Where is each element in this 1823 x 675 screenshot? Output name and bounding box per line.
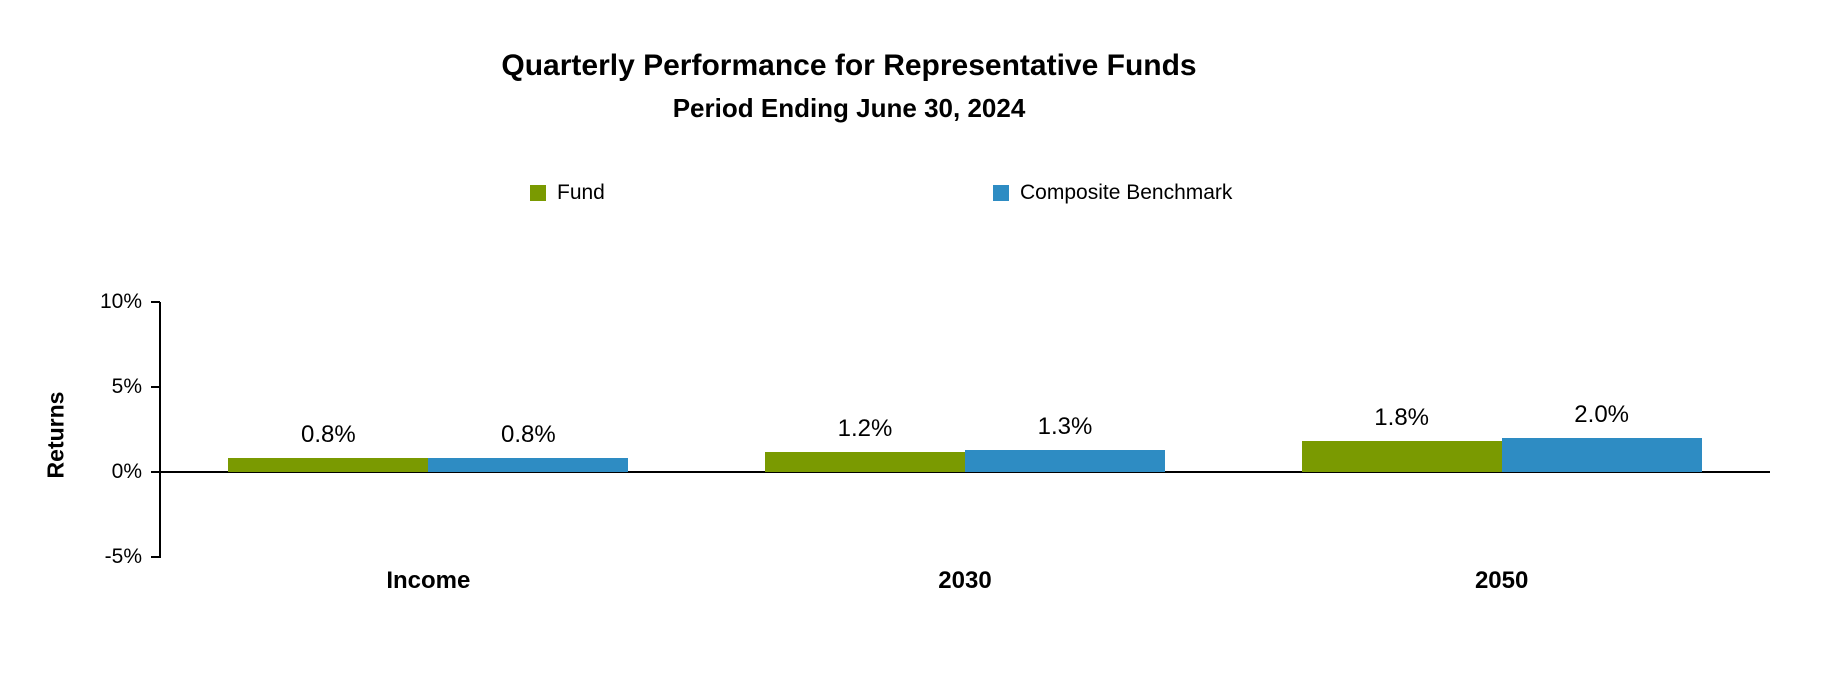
category-label-2050: 2050	[1474, 567, 1529, 594]
value-label-fund-2030: 1.2%	[837, 415, 893, 442]
legend-label-fund: Fund	[557, 181, 605, 204]
value-label-composite-benchmark-2050: 2.0%	[1574, 401, 1629, 428]
legend-item-composite-benchmark: Composite Benchmark	[993, 181, 1232, 205]
y-tick-mark-5	[151, 556, 160, 558]
category-label-income: Income	[386, 567, 471, 594]
legend-label-composite-benchmark: Composite Benchmark	[1020, 181, 1233, 204]
legend-swatch-composite-benchmark	[993, 185, 1009, 201]
y-tick-label-5: -5%	[104, 545, 142, 568]
bar-composite-benchmark-income	[428, 458, 629, 472]
value-label-composite-benchmark-income: 0.8%	[500, 421, 556, 448]
legend-swatch-fund	[530, 185, 546, 201]
y-tick-mark-10	[151, 301, 160, 303]
legend-item-fund: Fund	[530, 181, 605, 205]
y-tick-mark-5	[151, 386, 160, 388]
y-tick-label-10: 10%	[99, 290, 142, 313]
value-label-fund-income: 0.8%	[300, 421, 356, 448]
zero-baseline	[160, 471, 1770, 473]
bar-fund-income	[228, 458, 429, 472]
y-tick-label-0: 0%	[111, 460, 142, 483]
chart-subtitle: Period Ending June 30, 2024	[672, 93, 1026, 123]
y-tick-label-5: 5%	[111, 375, 142, 398]
chart-title: Quarterly Performance for Representative…	[501, 49, 1197, 82]
value-label-fund-2050: 1.8%	[1374, 404, 1429, 431]
y-axis-line	[159, 302, 161, 558]
y-tick-mark-0	[151, 471, 160, 473]
bar-composite-benchmark-2050	[1501, 438, 1702, 472]
bar-fund-2030	[765, 452, 965, 472]
bar-fund-2050	[1301, 441, 1502, 472]
category-label-2030: 2030	[938, 567, 992, 594]
value-label-composite-benchmark-2030: 1.3%	[1037, 413, 1093, 440]
bar-composite-benchmark-2030	[965, 450, 1165, 472]
